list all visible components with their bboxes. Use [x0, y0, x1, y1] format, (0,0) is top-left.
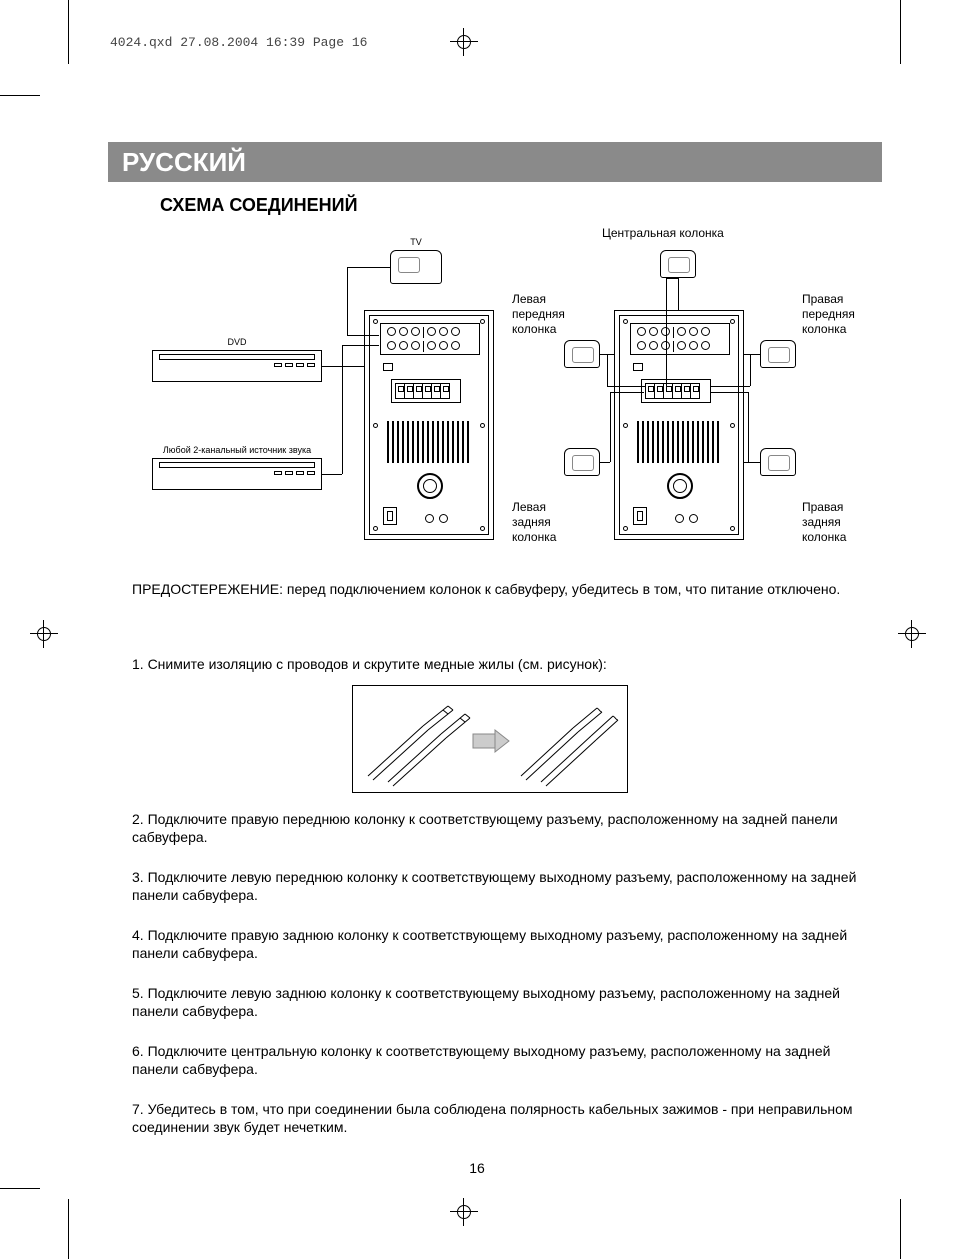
wire	[610, 392, 644, 393]
connection-diagram: Центральная колонка TV DVD Любой 2-канал…	[132, 220, 872, 560]
tv-device: TV	[390, 250, 442, 284]
section-title: СХЕМА СОЕДИНЕНИЙ	[160, 195, 358, 216]
wire	[607, 386, 645, 387]
wire	[607, 354, 608, 386]
label-front-left: Левая передняя колонка	[512, 292, 565, 337]
center-speaker-icon	[660, 250, 696, 278]
wire	[322, 366, 364, 367]
wire	[666, 278, 678, 279]
registration-mark	[898, 620, 926, 648]
tv-label: TV	[391, 237, 441, 247]
wire	[744, 354, 760, 355]
wire	[342, 345, 379, 346]
crop-mark	[0, 95, 40, 96]
source-2ch-label: Любой 2-канальный источник звука	[153, 445, 321, 455]
wire	[666, 278, 667, 386]
wire	[322, 474, 342, 475]
dvd-label: DVD	[153, 337, 321, 347]
wire	[600, 462, 610, 463]
label-rear-left: Левая задняя колонка	[512, 500, 556, 545]
dvd-device: DVD	[152, 350, 322, 382]
wire	[744, 462, 760, 463]
wire-strip-figure	[352, 685, 628, 793]
step-2: 2. Подключите правую переднюю колонку к …	[132, 810, 872, 846]
front-right-speaker-icon	[760, 340, 796, 368]
wire	[342, 352, 343, 474]
wire	[347, 335, 379, 336]
step-4: 4. Подключите правую заднюю колонку к со…	[132, 926, 872, 962]
crop-mark	[68, 0, 69, 64]
subwoofer-back-right	[614, 310, 744, 540]
subwoofer-back-left	[364, 310, 494, 540]
rear-left-speaker-icon	[564, 448, 600, 476]
step-7: 7. Убедитесь в том, что при соединении б…	[132, 1100, 872, 1136]
label-rear-right: Правая задняя колонка	[802, 500, 846, 545]
page-meta: 4024.qxd 27.08.2004 16:39 Page 16	[110, 35, 367, 50]
registration-mark	[450, 28, 478, 56]
rear-right-speaker-icon	[760, 448, 796, 476]
label-front-right: Правая передняя колонка	[802, 292, 855, 337]
crop-mark	[0, 1188, 40, 1189]
language-bar: РУССКИЙ	[108, 142, 882, 182]
registration-mark	[30, 620, 58, 648]
front-left-speaker-icon	[564, 340, 600, 368]
wire	[347, 267, 348, 335]
crop-mark	[900, 0, 901, 64]
warning-text: ПРЕДОСТЕРЕЖЕНИЕ: перед подключением коло…	[132, 580, 872, 598]
wire	[347, 267, 390, 268]
wire	[710, 386, 750, 387]
wire	[748, 392, 749, 462]
wire	[678, 278, 679, 310]
wire-illustration	[353, 686, 627, 792]
step-3: 3. Подключите левую переднюю колонку к с…	[132, 868, 872, 904]
wire	[610, 392, 611, 462]
label-center-speaker: Центральная колонка	[602, 226, 724, 241]
wire	[750, 354, 751, 386]
crop-mark	[68, 1199, 69, 1259]
registration-mark	[450, 1198, 478, 1226]
step-6: 6. Подключите центральную колонку к соот…	[132, 1042, 872, 1078]
crop-mark	[900, 1199, 901, 1259]
page-number: 16	[0, 1160, 954, 1176]
wire	[710, 392, 748, 393]
source-2ch-device: Любой 2-канальный источник звука	[152, 458, 322, 490]
step-1: 1. Снимите изоляцию с проводов и скрутит…	[132, 655, 872, 673]
step-5: 5. Подключите левую заднюю колонку к соо…	[132, 984, 872, 1020]
